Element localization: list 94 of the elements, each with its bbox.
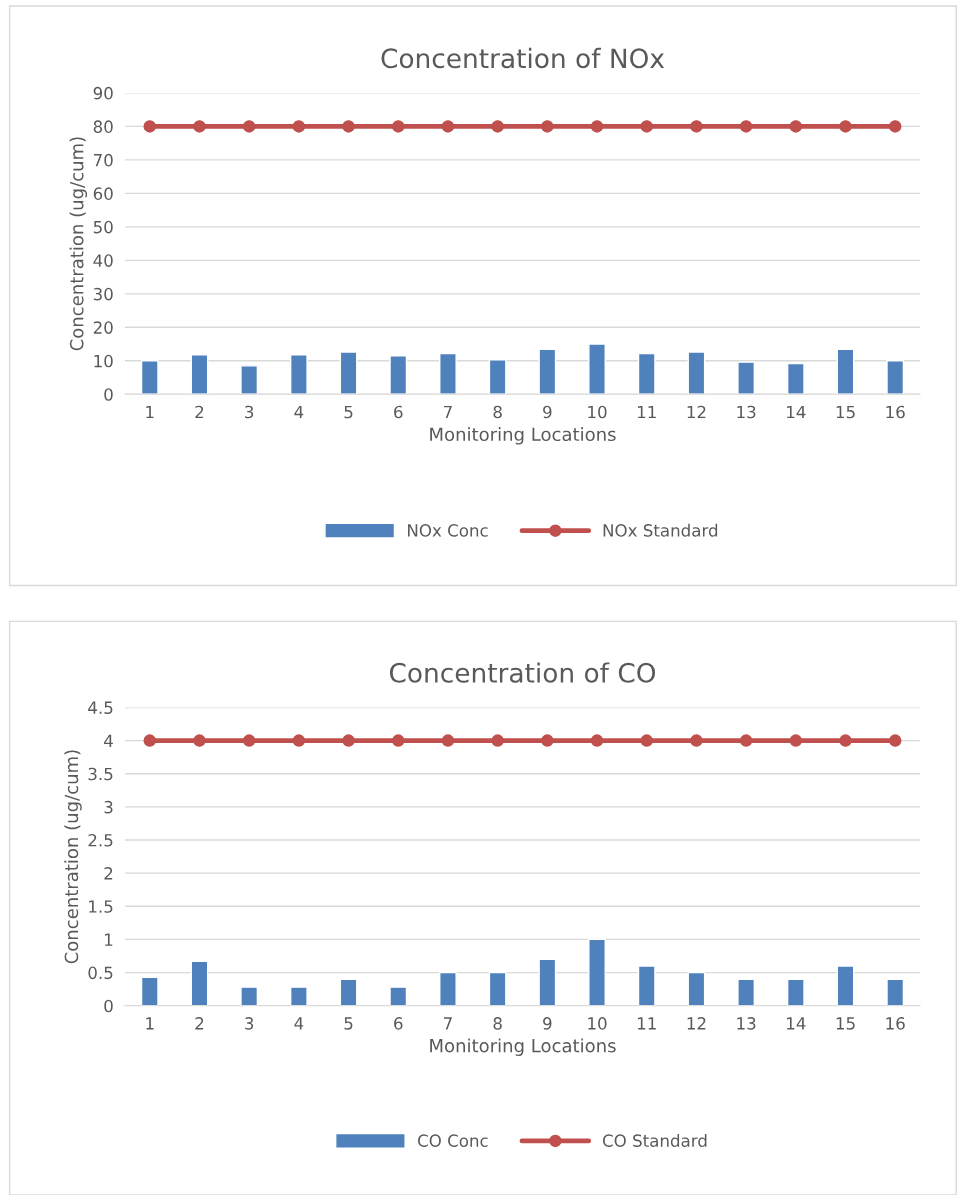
bar — [687, 351, 706, 395]
bar — [439, 971, 457, 1006]
bar — [389, 355, 408, 395]
x-tick-label: 8 — [493, 1017, 502, 1030]
x-tick-label: 13 — [737, 1017, 756, 1030]
x-tick-label: 16 — [886, 405, 905, 419]
x-tick-label: 4 — [294, 1017, 304, 1030]
x-tick-label: 14 — [787, 1017, 806, 1030]
x-tick-label: 5 — [344, 1017, 353, 1030]
legend-label: CO Conc — [418, 1134, 488, 1147]
y-tick-label: 1 — [105, 933, 113, 946]
x-tick-label: 6 — [394, 1017, 403, 1030]
x-axis-title: Monitoring Locations — [430, 427, 616, 445]
y-tick-label: 40 — [93, 254, 113, 267]
bar — [836, 965, 855, 1006]
y-tick-label: 70 — [93, 153, 113, 167]
y-tick-label: 10 — [94, 354, 113, 368]
x-tick-label: 5 — [344, 405, 353, 419]
chart-title: Concentration of CO — [389, 662, 656, 683]
bar — [439, 352, 457, 395]
bar — [140, 976, 159, 1006]
x-tick-label: 12 — [687, 405, 706, 419]
x-tick-label: 15 — [836, 1017, 855, 1030]
legend-label: CO Standard — [602, 1134, 707, 1147]
y-tick-label: 2.5 — [88, 833, 113, 847]
x-tick-label: 2 — [195, 405, 204, 419]
y-tick-label: 80 — [93, 120, 113, 133]
y-tick-label: 90 — [93, 86, 113, 100]
x-tick-label: 1 — [146, 405, 154, 419]
bar — [190, 354, 209, 395]
x-tick-label: 2 — [195, 1017, 204, 1030]
y-tick-label: 3.5 — [88, 767, 113, 781]
x-tick-label: 7 — [444, 405, 452, 419]
bar — [687, 971, 706, 1006]
bar — [786, 978, 805, 1006]
bar — [637, 965, 656, 1006]
bar — [786, 362, 805, 395]
y-tick-label: 0 — [104, 388, 113, 401]
x-tick-label: 16 — [886, 1017, 905, 1030]
bar — [588, 938, 606, 1006]
bar — [737, 978, 756, 1006]
x-tick-label: 8 — [493, 405, 502, 419]
bar — [289, 986, 308, 1006]
x-tick-label: 9 — [543, 1017, 552, 1030]
x-tick-label: 6 — [394, 405, 403, 419]
y-tick-label: 4 — [104, 734, 113, 747]
bar — [538, 958, 557, 1006]
bar — [190, 960, 209, 1006]
bar — [488, 971, 507, 1006]
bar — [488, 359, 507, 395]
y-tick-label: 2 — [104, 867, 113, 880]
bar — [886, 360, 905, 395]
bar — [836, 348, 855, 395]
y-tick-label: 30 — [93, 287, 113, 301]
y-tick-label: 0.5 — [88, 966, 113, 980]
bar — [339, 978, 358, 1006]
bar — [289, 354, 308, 395]
x-tick-label: 3 — [245, 1017, 254, 1030]
y-tick-label: 3 — [104, 800, 113, 814]
x-tick-label: 11 — [637, 1017, 656, 1030]
x-tick-label: 14 — [787, 405, 806, 419]
y-axis-title: Concentration (ug/cum) — [64, 750, 82, 964]
y-tick-label: 1.5 — [89, 900, 113, 913]
bar — [140, 360, 159, 395]
x-tick-label: 10 — [588, 1017, 607, 1030]
x-tick-label: 11 — [637, 405, 656, 419]
chart-title: Concentration of NOx — [381, 47, 665, 69]
y-tick-label: 0 — [104, 999, 113, 1013]
x-tick-label: 10 — [588, 405, 607, 419]
x-tick-label: 12 — [687, 1017, 706, 1030]
bar — [339, 351, 358, 395]
bar — [737, 361, 756, 395]
bar — [389, 986, 408, 1006]
bar — [240, 986, 259, 1006]
x-tick-label: 3 — [245, 405, 254, 419]
y-axis-title: Concentration (ug/cum) — [69, 137, 88, 351]
y-tick-label: 60 — [93, 187, 113, 200]
x-axis-title: Monitoring Locations — [430, 1038, 616, 1056]
bar — [538, 348, 557, 395]
bar — [240, 365, 259, 395]
x-tick-label: 13 — [737, 405, 756, 419]
y-tick-label: 20 — [93, 321, 113, 334]
x-tick-label: 1 — [146, 1017, 154, 1030]
y-tick-label: 50 — [93, 220, 113, 234]
x-tick-label: 4 — [294, 405, 304, 419]
y-tick-label: 4.5 — [88, 701, 113, 715]
bar — [637, 352, 656, 395]
bar — [588, 343, 606, 395]
bar — [886, 978, 905, 1006]
legend-label: NOx Standard — [603, 523, 718, 537]
legend-label: NOx Conc — [408, 524, 488, 537]
x-tick-label: 7 — [444, 1017, 452, 1030]
x-tick-label: 9 — [543, 405, 552, 419]
x-tick-label: 15 — [836, 405, 855, 419]
